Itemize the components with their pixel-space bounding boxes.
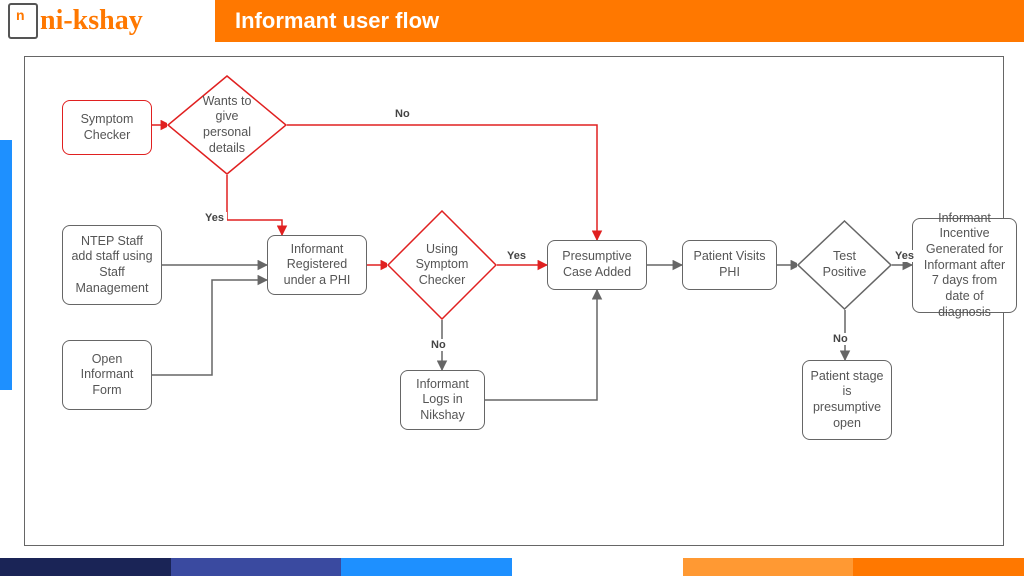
- node-incentive: Informant Incentive Generated for Inform…: [912, 218, 1017, 313]
- node-open_form: Open Informant Form: [62, 340, 152, 410]
- edge-label-wants_details-registered: Yes: [202, 212, 227, 224]
- node-registered: Informant Registered under a PHI: [267, 235, 367, 295]
- page-title: Informant user flow: [215, 0, 1024, 42]
- node-test_positive: Test Positive: [797, 220, 892, 310]
- edge-label-wants_details-presumptive: No: [392, 108, 413, 120]
- left-accent-bar: [0, 140, 12, 390]
- logo: ni-kshay: [8, 3, 143, 39]
- flowchart-canvas: Symptom Checker Wants to give personal de…: [42, 70, 992, 530]
- logo-text: ni-kshay: [40, 5, 143, 37]
- logo-icon: [8, 3, 38, 39]
- footer-stripe: [0, 558, 1024, 576]
- node-ntep_staff: NTEP Staff add staff using Staff Managem…: [62, 225, 162, 305]
- edge-label-using_checker-logs_in: No: [428, 339, 449, 351]
- footer-segment: [683, 558, 854, 576]
- footer-segment: [853, 558, 1024, 576]
- logo-area: ni-kshay: [0, 0, 215, 42]
- footer-segment: [0, 558, 171, 576]
- edge-label-test_positive-incentive: Yes: [892, 250, 917, 262]
- footer-segment: [341, 558, 512, 576]
- node-visits_phi: Patient Visits PHI: [682, 240, 777, 290]
- footer-segment: [171, 558, 342, 576]
- node-stage_open: Patient stage is presumptive open: [802, 360, 892, 440]
- node-using_checker: Using Symptom Checker: [387, 210, 497, 320]
- node-logs_in: Informant Logs in Nikshay: [400, 370, 485, 430]
- edge-label-using_checker-presumptive: Yes: [504, 250, 529, 262]
- node-wants_details: Wants to give personal details: [167, 75, 287, 175]
- node-presumptive: Presumptive Case Added: [547, 240, 647, 290]
- edge-wants_details-registered: [227, 175, 282, 235]
- footer-segment: [512, 558, 683, 576]
- node-symptom_checker: Symptom Checker: [62, 100, 152, 155]
- edge-logs_in-presumptive: [485, 290, 597, 400]
- edge-label-test_positive-stage_open: No: [830, 333, 851, 345]
- header: ni-kshay Informant user flow: [0, 0, 1024, 42]
- edge-open_form-registered: [152, 280, 267, 375]
